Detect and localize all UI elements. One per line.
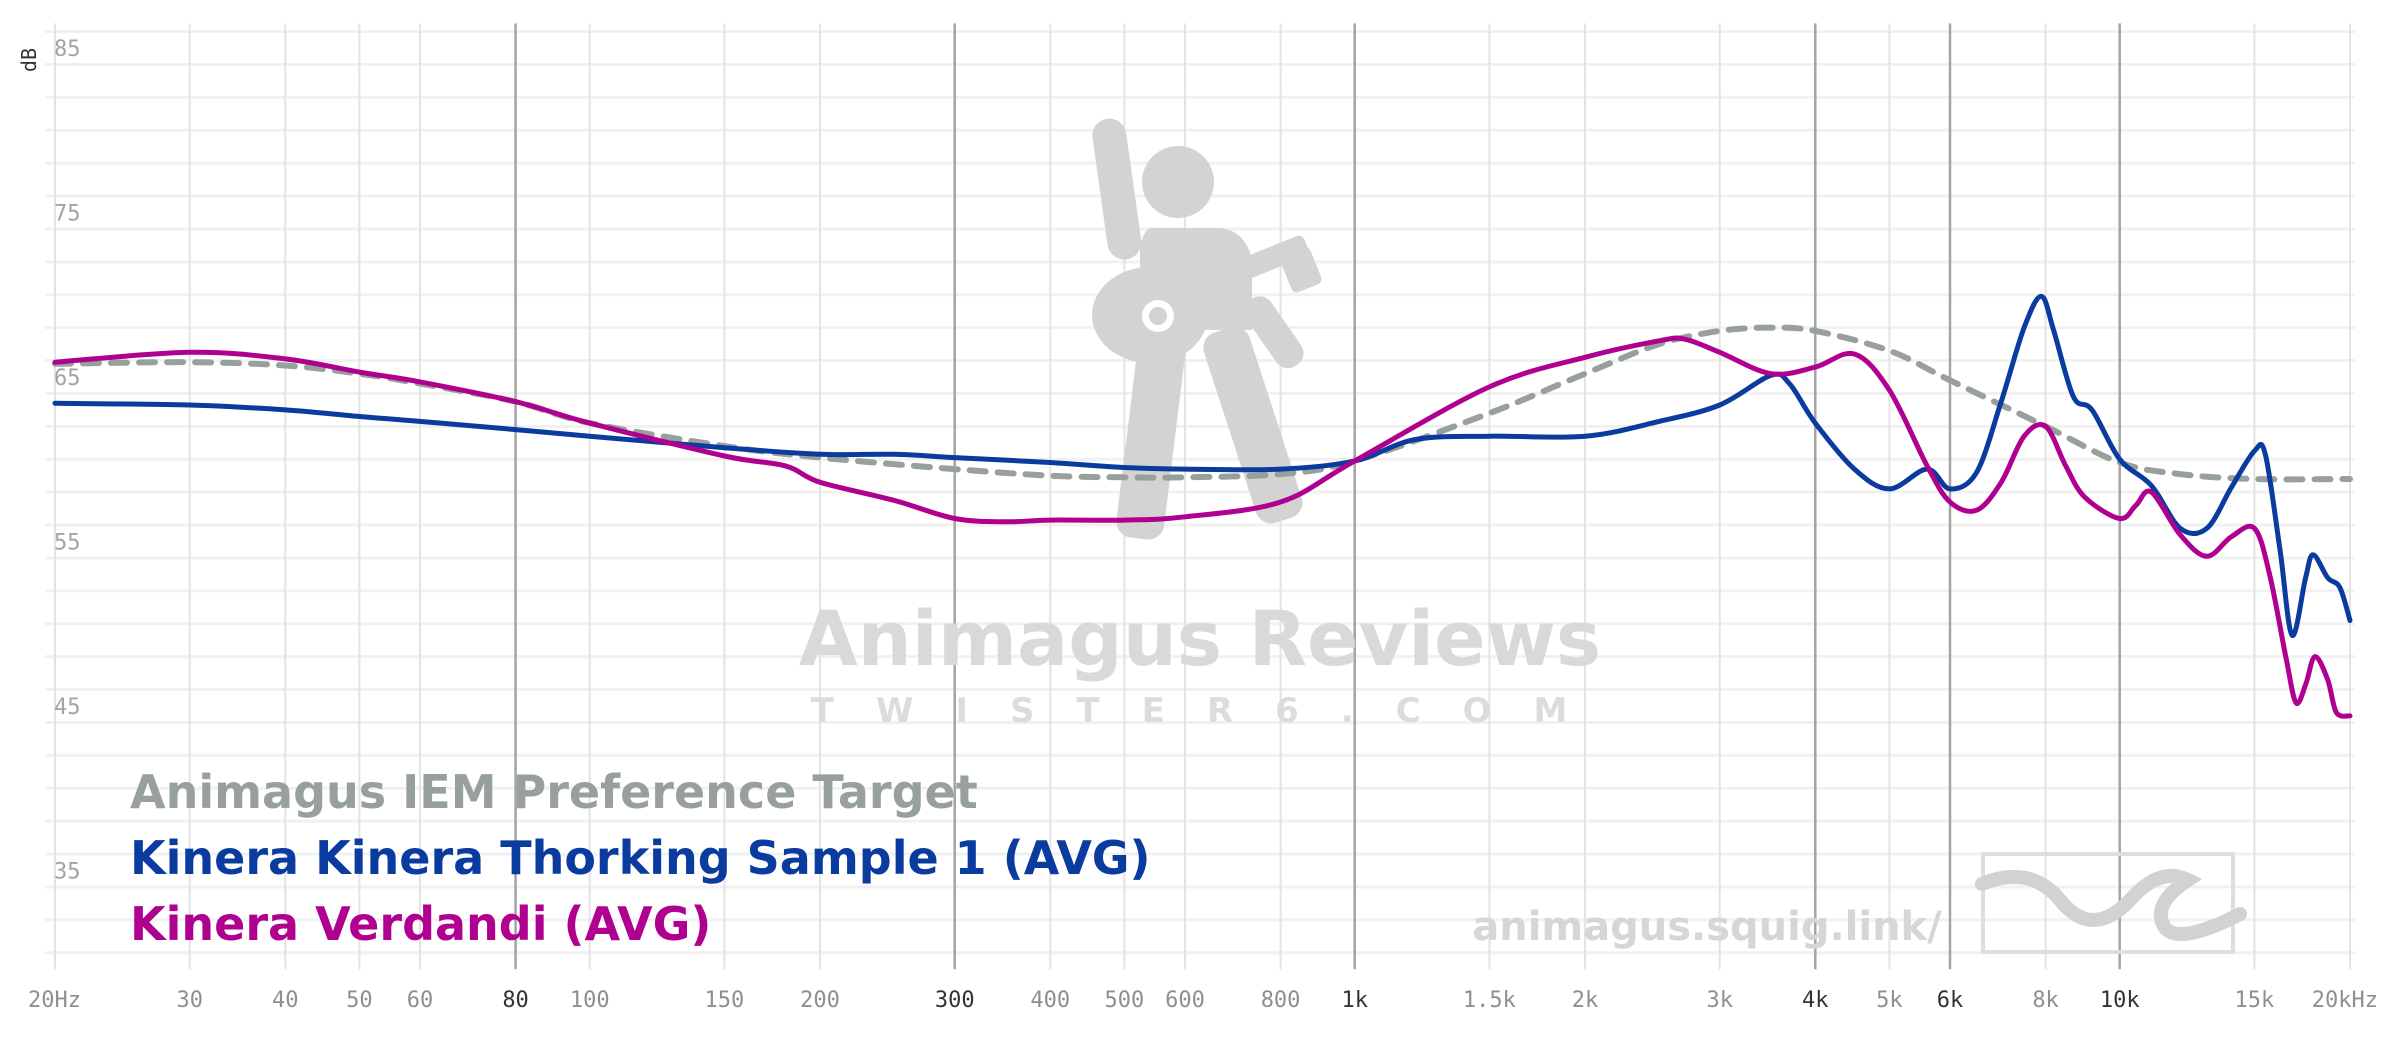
x-tick-label: 800 <box>1261 988 1301 1013</box>
x-tick-label: 2k <box>1572 988 1599 1013</box>
x-tick-label: 20kHz <box>2312 988 2378 1013</box>
guitarist-icon <box>1092 118 1322 540</box>
verdandi-curve <box>52 335 2353 719</box>
legend-item-target: Animagus IEM Preference Target <box>130 765 978 819</box>
x-tick-label: 4k <box>1802 988 1829 1013</box>
site-url: animagus.squig.link/ <box>1472 904 1942 950</box>
response-curves <box>52 293 2353 719</box>
x-tick-label: 20Hz <box>28 988 81 1013</box>
x-tick-label: 5k <box>1876 988 1903 1013</box>
x-tick-label: 40 <box>272 988 299 1013</box>
thorking-curve <box>52 293 2353 638</box>
legend-item-thorking: Kinera Kinera Thorking Sample 1 (AVG) <box>130 831 1151 885</box>
legend-item-verdandi: Kinera Verdandi (AVG) <box>130 897 711 951</box>
x-tick-label: 100 <box>570 988 610 1013</box>
y-tick-label: 75 <box>54 202 81 227</box>
x-tick-label: 300 <box>935 988 975 1013</box>
y-tick-label: 85 <box>54 37 81 62</box>
x-tick-label: 600 <box>1165 988 1205 1013</box>
y-tick-label: 45 <box>54 695 81 720</box>
x-tick-label: 10k <box>2100 988 2140 1013</box>
legend: Animagus IEM Preference Target Kinera Ki… <box>130 765 1151 951</box>
x-tick-label: 30 <box>176 988 203 1013</box>
target-curve <box>52 324 2353 483</box>
x-tick-label: 3k <box>1706 988 1733 1013</box>
axis-labels: 20Hz 30 40 50 60 80 100 150 200 300 400 500 600 800 1k… <box>28 37 2378 1013</box>
x-tick-label: 60 <box>407 988 434 1013</box>
x-tick-label: 500 <box>1105 988 1145 1013</box>
y-tick-label: 65 <box>54 366 81 391</box>
x-tick-label: 6k <box>1937 988 1964 1013</box>
watermark-subtitle: TWISTER6.COM <box>811 691 1610 731</box>
y-tick-label: 55 <box>54 531 81 556</box>
watermark-title: Animagus Reviews <box>799 594 1601 683</box>
x-tick-label: 8k <box>2032 988 2059 1013</box>
x-tick-label: 80 <box>502 988 529 1013</box>
x-tick-label: 1.5k <box>1463 988 1516 1013</box>
squiglink-icon <box>1975 852 2247 954</box>
x-tick-label: 400 <box>1030 988 1070 1013</box>
x-tick-label: 200 <box>800 988 840 1013</box>
x-tick-label: 50 <box>346 988 373 1013</box>
y-axis-unit: dB <box>17 48 41 72</box>
x-tick-label: 1k <box>1341 988 1368 1013</box>
x-tick-label: 150 <box>705 988 745 1013</box>
y-tick-label: 35 <box>54 860 81 885</box>
x-tick-label: 15k <box>2235 988 2275 1013</box>
